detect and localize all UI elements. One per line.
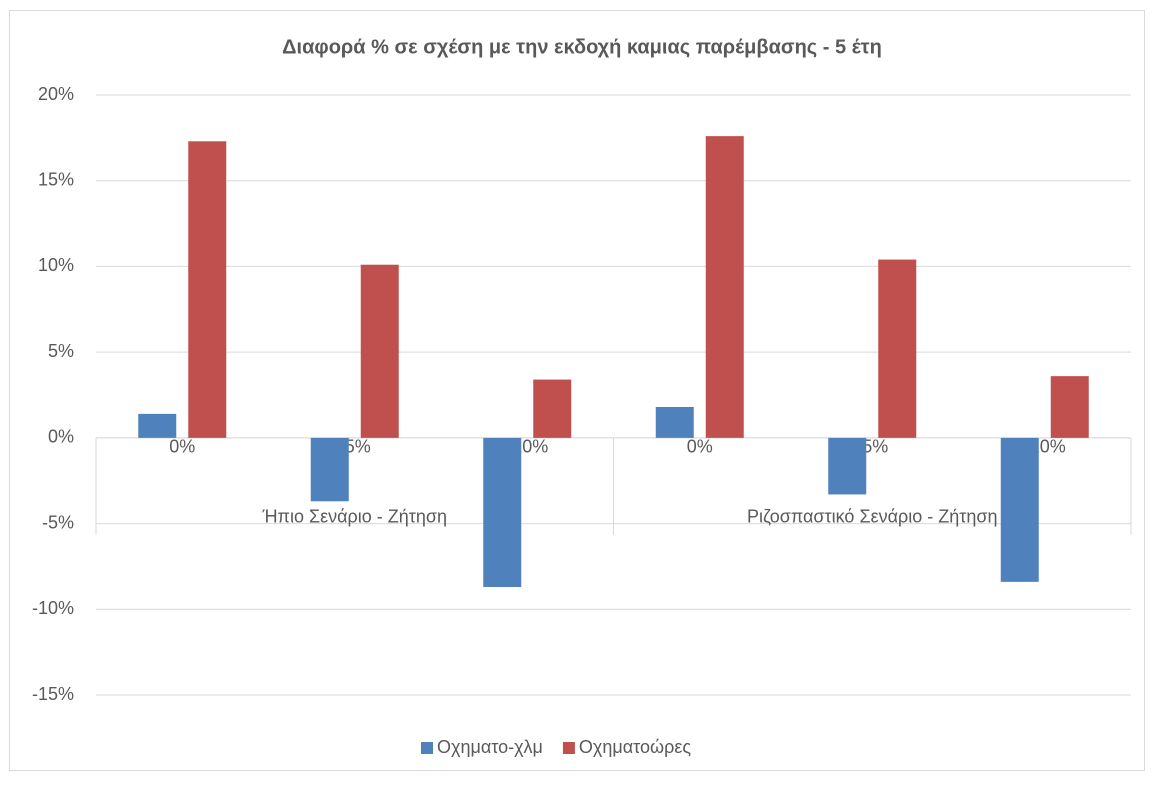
legend-label: Οχηματο-χλμ <box>437 737 543 757</box>
legend-swatch <box>421 742 433 754</box>
bar <box>878 259 917 438</box>
group-label: Ήπιο Σενάριο - Ζήτηση <box>261 507 447 527</box>
bar <box>828 437 867 495</box>
y-tick-label: 15% <box>38 169 74 189</box>
chart-title: Διαφορά % σε σχέση με την εκδοχή καμιας … <box>282 36 882 58</box>
y-tick-label: 10% <box>38 255 74 275</box>
x-tick-label: 0% <box>687 437 713 457</box>
y-tick-label: -10% <box>32 598 74 618</box>
y-tick-label: -5% <box>42 512 74 532</box>
bar <box>705 136 744 438</box>
y-tick-label: 20% <box>38 84 74 104</box>
bar <box>533 379 572 438</box>
bar <box>483 437 522 587</box>
legend-swatch <box>562 742 575 754</box>
legend-label: Οχηματοώρες <box>579 737 691 757</box>
group-label: Ριζοσπαστικό Σενάριο - Ζήτηση <box>747 507 998 527</box>
bar <box>1000 437 1039 582</box>
y-tick-label: 5% <box>48 341 74 361</box>
x-tick-label: 0% <box>169 437 195 457</box>
bar <box>1050 376 1089 438</box>
bar <box>655 407 694 438</box>
y-tick-label: -15% <box>32 684 74 704</box>
bar <box>360 264 399 438</box>
bar <box>310 437 349 502</box>
y-tick-label: 0% <box>48 427 74 447</box>
chart-frame <box>9 10 1145 771</box>
bar <box>188 141 227 438</box>
bar <box>138 413 177 438</box>
